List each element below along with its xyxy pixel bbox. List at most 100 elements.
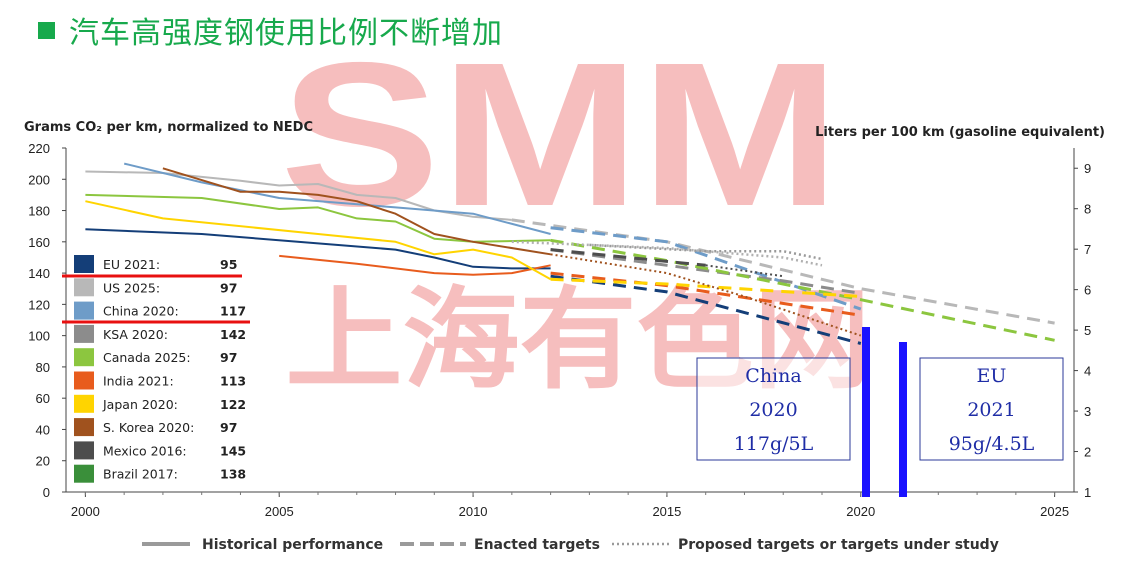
historical-line-5 [279, 254, 551, 276]
legend-label: China 2020: [103, 304, 179, 319]
y-tick-label: 120 [28, 297, 50, 312]
bottom-legend-label: Enacted targets [474, 537, 600, 553]
y2-tick-label: 3 [1084, 404, 1091, 419]
y2-tick-label: 1 [1084, 485, 1091, 500]
y2-tick-label: 4 [1084, 364, 1091, 379]
y-tick-label: 80 [36, 360, 50, 375]
y2-axis-title: Liters per 100 km (gasoline equivalent) [815, 125, 1105, 140]
callout-text: 117g/5L [734, 433, 814, 455]
x-tick-label: 2025 [1040, 504, 1069, 519]
legend-value: 97 [220, 280, 237, 295]
y-tick-label: 200 [28, 172, 50, 187]
bottom-legend-label: Proposed targets or targets under study [678, 537, 999, 553]
y-axis-title: Grams CO₂ per km, normalized to NEDC [24, 120, 313, 135]
watermark: SMM 上海有色网 [280, 20, 871, 402]
title-text: 汽车高强度钢使用比例不断增加 [69, 16, 503, 51]
y-tick-label: 0 [43, 485, 50, 500]
legend-swatch [74, 278, 94, 297]
legend-label: US 2025: [103, 280, 160, 295]
enacted-line-2 [550, 226, 862, 311]
legend-value: 122 [220, 397, 246, 412]
legend-value: 117 [220, 304, 246, 319]
callout-box-0 [696, 357, 851, 461]
title-bullet-icon [38, 21, 55, 39]
y-tick-label: 20 [36, 454, 50, 469]
y2-tick-label: 2 [1084, 445, 1091, 460]
proposed-line-7 [550, 253, 862, 337]
legend-swatch [74, 418, 94, 437]
series-layer [85, 162, 1055, 345]
legend-swatch [74, 371, 94, 390]
y2-tick-label: 7 [1084, 242, 1091, 257]
enacted-line-4 [550, 238, 1055, 342]
bottom-legend: Historical performance Enacted targets Pro… [142, 537, 999, 553]
y2-tick-label: 6 [1084, 283, 1091, 298]
proposed-line-8 [705, 264, 784, 278]
legend-label: Mexico 2016: [103, 443, 187, 458]
slide-title: 汽车高强度钢使用比例不断增加 [38, 8, 503, 52]
legend-swatch [74, 441, 94, 460]
x-tick-label: 2020 [846, 504, 875, 519]
legend-swatch [74, 301, 94, 320]
callout-text: 95g/4.5L [949, 433, 1035, 455]
historical-line-1 [85, 170, 512, 221]
legend-label: Canada 2025: [103, 350, 191, 365]
proposed-extra-0 [511, 240, 823, 267]
callout-text: China [745, 365, 801, 387]
legend-value: 138 [220, 467, 246, 482]
callout-text: 2021 [967, 399, 1015, 421]
y-tick-label: 140 [28, 266, 50, 281]
legend-swatch [74, 255, 94, 273]
legend: EU 2021: 95 US 2025: 97 China 2020: 117 KSA 20… [62, 255, 250, 483]
eu-2021-marker [899, 342, 907, 497]
legend-label: Japan 2020: [102, 397, 178, 412]
callout-text: EU [977, 365, 1007, 387]
bottom-legend-label: Historical performance [202, 537, 383, 553]
y2-tick-label: 5 [1084, 323, 1091, 338]
legend-label: KSA 2020: [103, 327, 168, 342]
y-tick-label: 40 [36, 422, 50, 437]
enacted-line-6 [550, 277, 861, 298]
enacted-line-0 [550, 274, 862, 345]
legend-value: 97 [220, 350, 237, 365]
watermark-smm: SMM [280, 20, 840, 249]
historical-line-2 [123, 162, 551, 235]
y-tick-label: 100 [28, 329, 50, 344]
legend-value: 142 [220, 327, 246, 342]
legend-label: S. Korea 2020: [103, 420, 194, 435]
callouts: China 2020 117g/5L EU 2021 95g/4.5L [696, 327, 1064, 497]
china-2020-marker [862, 327, 870, 497]
y2-tick-label: 8 [1084, 202, 1091, 217]
callout-text: 2020 [749, 399, 797, 421]
legend-label: EU 2021: [103, 257, 160, 272]
legend-value: 97 [220, 420, 237, 435]
y-tick-label: 180 [28, 204, 50, 219]
legend-swatch [74, 464, 94, 483]
historical-line-6 [85, 200, 552, 281]
historical-line-0 [85, 228, 551, 270]
legend-swatch [74, 324, 94, 343]
legend-swatch [74, 394, 94, 413]
legend-label: Brazil 2017: [103, 467, 178, 482]
legend-swatch [74, 348, 94, 367]
x-tick-label: 2000 [71, 504, 100, 519]
callout-box-1 [919, 357, 1064, 461]
axes: 0 20 40 60 80 100 120 140 160 180 200 220 1 2 3 4 5 6 7 8 9 2… [24, 120, 1105, 519]
x-tick-label: 2010 [459, 504, 488, 519]
y-tick-label: 60 [36, 391, 50, 406]
enacted-line-8 [550, 248, 706, 267]
legend-value: 145 [220, 443, 246, 458]
enacted-line-5 [550, 271, 862, 317]
historical-line-4 [85, 193, 551, 243]
y-tick-label: 220 [28, 141, 50, 156]
x-tick-label: 2005 [265, 504, 294, 519]
historical-line-7 [162, 167, 551, 256]
proposed-extra-1 [589, 243, 823, 261]
enacted-line-1 [511, 218, 1055, 325]
legend-value: 113 [220, 374, 246, 389]
y-tick-label: 160 [28, 235, 50, 250]
legend-value: 95 [220, 257, 237, 272]
y2-tick-label: 9 [1084, 161, 1091, 176]
legend-label: India 2021: [103, 374, 174, 389]
